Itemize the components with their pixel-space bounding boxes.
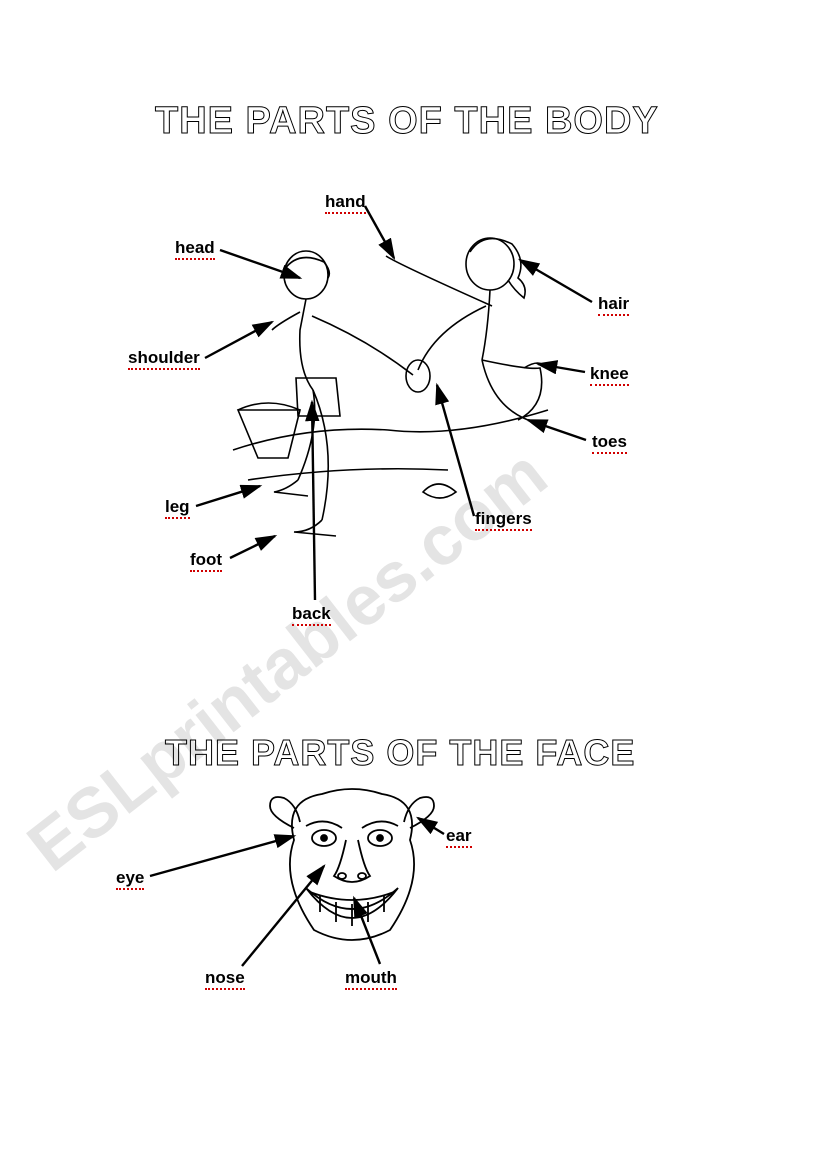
label-eye: eye	[116, 868, 144, 890]
label-mouth: mouth	[345, 968, 397, 990]
label-ear: ear	[446, 826, 472, 848]
worksheet-page: ESLprintables.com THE PARTS OF THE BODY	[0, 0, 826, 1169]
face-arrows	[0, 0, 826, 1100]
label-nose: nose	[205, 968, 245, 990]
